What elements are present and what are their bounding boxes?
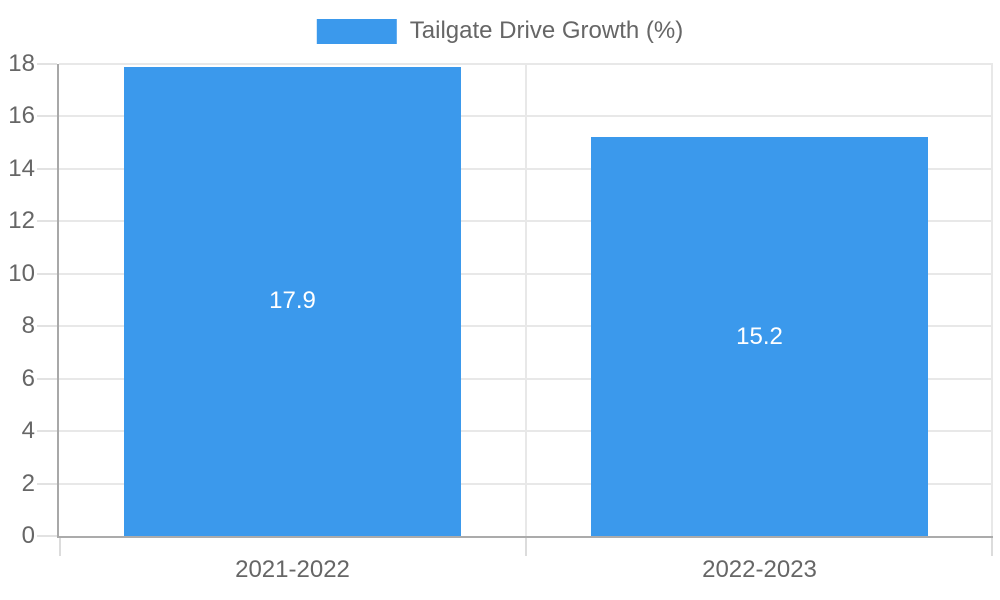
y-tick-mark [37,325,57,328]
bar-value-label: 15.2 [736,322,783,350]
y-tick-label: 12 [8,207,35,235]
x-tick-label: 2021-2022 [235,556,350,583]
x-tick-mark [525,538,527,556]
y-tick-label: 18 [8,50,35,77]
y-tick-label: 6 [21,364,35,392]
y-tick-mark [37,220,57,223]
y-tick-mark [37,535,57,537]
legend[interactable]: Tailgate Drive Growth (%) [316,17,684,45]
y-tick-mark [37,430,57,433]
y-tick-label: 8 [21,312,35,340]
y-tick-mark [37,377,57,380]
y-tick-mark [37,167,57,170]
bar-2021-2022[interactable]: 17.9 [124,66,461,536]
legend-swatch [316,18,397,44]
x-tick-mark [59,538,61,556]
y-tick-label: 14 [8,154,35,182]
y-tick-label: 16 [8,102,35,130]
y-tick-mark [37,482,57,485]
x-tick-mark [991,538,993,556]
y-tick-mark [37,115,57,118]
legend-label: Tailgate Drive Growth (%) [409,17,684,44]
gridline-x [991,64,993,536]
plot-area: 0 2 4 6 8 10 12 14 16 18 17.9 2021-2022 15.2 2022-202… [8,50,993,583]
y-tick-mark [37,272,57,275]
gridline-y [59,63,993,65]
y-tick-label: 4 [21,417,35,445]
y-tick-mark [37,63,57,65]
bar-value-label: 17.9 [269,287,316,315]
y-tick-label: 2 [21,469,35,497]
y-tick-label: 10 [8,259,35,287]
bar-2022-2023[interactable]: 15.2 [591,137,928,536]
x-tick-label: 2022-2023 [702,556,817,583]
y-tick-label: 0 [21,522,35,549]
gridline-x [525,64,527,536]
